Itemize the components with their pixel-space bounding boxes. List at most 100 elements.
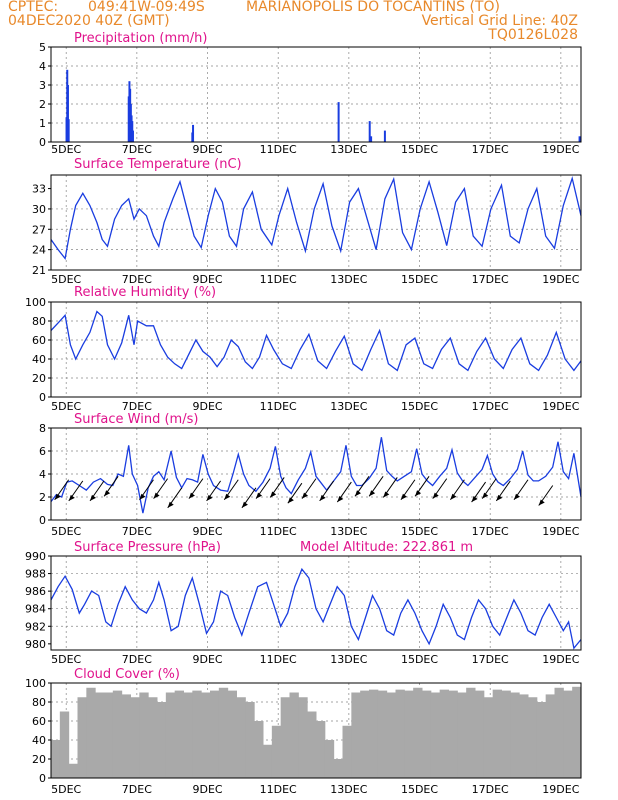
cloud-cover-bar [395, 689, 405, 778]
precipitation-date-label: 17DEC [472, 143, 509, 156]
humidity-date-label: 17DEC [472, 400, 509, 413]
cloud-date-label: 9DEC [192, 783, 222, 796]
header-grid-note: Vertical Grid Line: 40Z [421, 13, 578, 29]
humidity-ytick-label: 100 [25, 296, 46, 309]
wind-arrow-head [287, 497, 294, 504]
cloud-cover-bar [227, 690, 237, 778]
pressure-frame [50, 555, 582, 651]
cloud-cover-bar [183, 692, 193, 778]
cloud-cover-bar [333, 759, 343, 778]
cloud-cover-bar [139, 692, 149, 778]
wind-arrow-head [538, 499, 545, 506]
pressure-date-label: 13DEC [330, 653, 367, 666]
wind-arrow-head [471, 496, 478, 503]
temperature-date-label: 19DEC [542, 273, 579, 286]
header-source: CPTEC: [8, 0, 59, 15]
precipitation-date-label: 13DEC [330, 143, 367, 156]
wind-date-label: 15DEC [401, 525, 438, 538]
cloud-cover-bar [157, 702, 167, 778]
precipitation-date-label: 19DEC [542, 143, 579, 156]
cloud-cover-bar [360, 690, 370, 778]
cloud-ytick-label: 100 [25, 677, 46, 690]
cloud-cover-bar [324, 740, 335, 778]
cloud-cover-bar [369, 689, 379, 778]
precipitation-bar [67, 119, 70, 142]
humidity-date-label: 15DEC [401, 400, 438, 413]
cloud-date-label: 11DEC [260, 783, 297, 796]
cloud-cover-bar [510, 692, 520, 778]
wind-arrow-head [514, 493, 520, 500]
wind-date-label: 17DEC [472, 525, 509, 538]
temperature-date-label: 15DEC [401, 273, 438, 286]
cloud-cover-bar [148, 697, 158, 778]
precipitation-ytick-label: 3 [39, 79, 46, 92]
wind-ytick-label: 4 [39, 468, 46, 481]
temperature-ytick-label: 30 [32, 203, 46, 216]
pressure-ytick-label: 984 [25, 603, 46, 616]
temperature-frame [50, 174, 582, 271]
wind-arrow-head [241, 501, 248, 508]
precipitation-bar [370, 136, 373, 142]
temperature-date-label: 9DEC [192, 273, 222, 286]
humidity-date-label: 9DEC [192, 400, 222, 413]
cloud-date-label: 5DEC [51, 783, 81, 796]
wind-line [50, 437, 582, 514]
pressure-ytick-label: 988 [25, 568, 46, 581]
wind-date-label: 9DEC [192, 525, 222, 538]
header-coordinates: 049:41W-09:49S [88, 0, 205, 15]
cloud-cover-bar [68, 763, 78, 778]
temperature-date-label: 17DEC [472, 273, 509, 286]
cloud-cover-bar [519, 694, 529, 778]
cloud-date-label: 17DEC [472, 783, 509, 796]
pressure-date-label: 19DEC [542, 653, 579, 666]
cloud-cover-bar [483, 697, 494, 778]
humidity-date-label: 5DEC [51, 400, 81, 413]
humidity-ytick-label: 80 [32, 315, 46, 328]
wind-arrow-head [167, 501, 174, 508]
wind-date-label: 19DEC [542, 525, 579, 538]
temperature-date-label: 13DEC [330, 273, 367, 286]
humidity-ytick-label: 0 [39, 391, 46, 404]
wind-arrow-head [369, 490, 376, 497]
cloud-cover-bar [536, 702, 547, 778]
cloud-cover-bar [413, 687, 423, 778]
temperature-ytick-label: 21 [32, 264, 46, 277]
pressure-date-label: 11DEC [260, 653, 297, 666]
wind-arrow-head [153, 492, 160, 499]
pressure-ytick-label: 990 [25, 550, 46, 563]
cloud-cover-bar [307, 711, 317, 778]
cloud-cover-bar [165, 692, 176, 778]
wind-arrow-head [90, 494, 96, 501]
wind-frame [50, 427, 582, 521]
cloud-cover-bar [422, 690, 432, 778]
cloud-cover-bar [59, 711, 70, 778]
temperature-ytick-label: 24 [32, 244, 46, 257]
cloud-cover-bar [245, 702, 255, 778]
cloud-cover-bar [545, 694, 555, 778]
cloud-cover-bar [501, 690, 511, 778]
cloud-cover-bar [280, 697, 290, 778]
temperature-line [50, 176, 582, 261]
cloud-cover-bar [457, 692, 467, 778]
wind-arrow-head [400, 493, 407, 500]
precipitation-bar [368, 121, 371, 142]
precipitation-ytick-label: 5 [39, 41, 46, 54]
cloud-cover-bar [254, 721, 264, 778]
precipitation-bar [66, 85, 69, 142]
wind-arrow-head [302, 492, 308, 499]
cloud-cover-bar [263, 744, 273, 778]
pressure-annotation: Model Altitude: 222.861 m [300, 540, 473, 555]
header-model: TQ0126L028 [488, 27, 578, 43]
wind-arrow-head [54, 493, 61, 500]
wind-arrow-head [188, 492, 195, 499]
pressure-date-label: 9DEC [192, 653, 222, 666]
cloud-cover-bar [121, 694, 131, 778]
wind-date-label: 7DEC [122, 525, 152, 538]
wind-arrow-head [355, 490, 361, 497]
cloud-cover-bar [95, 692, 105, 778]
temperature-date-label: 5DEC [51, 273, 81, 286]
wind-arrow-head [139, 493, 146, 500]
humidity-line [50, 310, 582, 372]
precipitation-date-label: 9DEC [192, 143, 222, 156]
cloud-cover-bar [77, 697, 87, 778]
